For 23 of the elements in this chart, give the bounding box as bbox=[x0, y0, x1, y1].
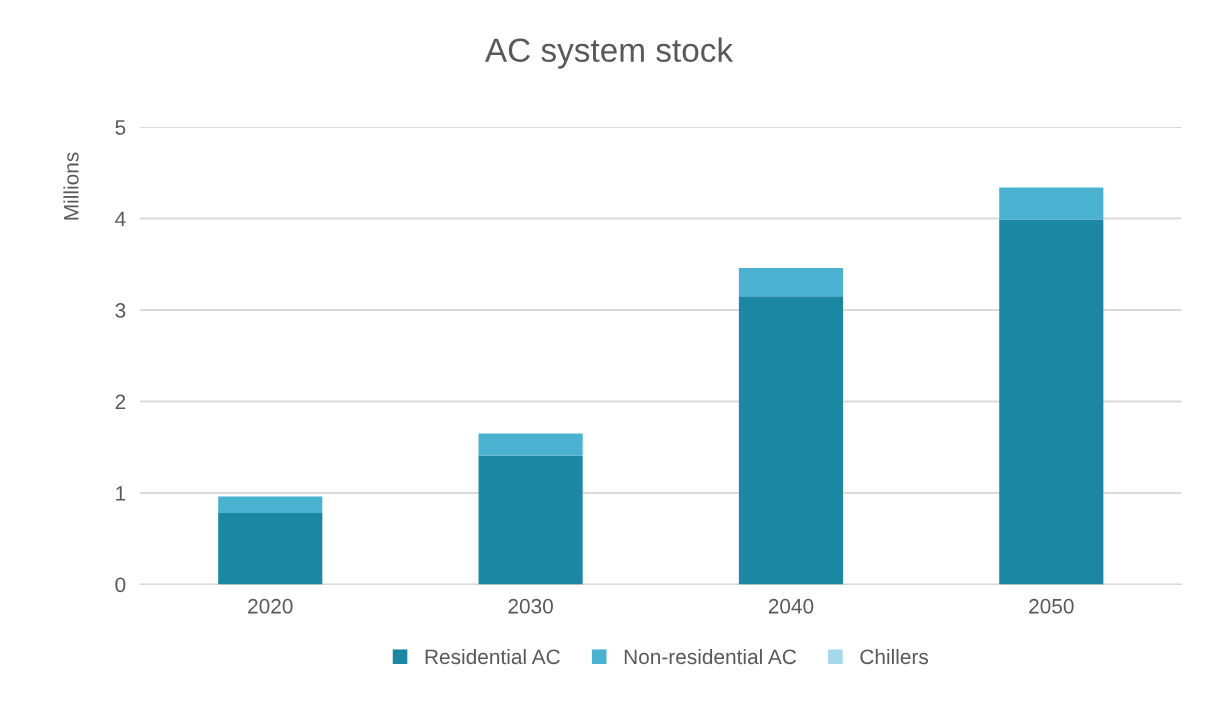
bar bbox=[218, 496, 323, 514]
bar bbox=[478, 455, 583, 585]
legend-label: Residential AC bbox=[425, 648, 560, 665]
legend-label: Non-residential AC bbox=[624, 648, 797, 665]
bar bbox=[218, 513, 323, 585]
y-axis-title: Millions bbox=[63, 152, 79, 220]
x-tick-label: 2050 bbox=[1029, 598, 1074, 614]
chart-title: AC system stock bbox=[484, 37, 734, 69]
y-tick-label: 1 bbox=[116, 486, 126, 501]
x-tick-label: 2020 bbox=[248, 598, 293, 614]
bar bbox=[478, 433, 583, 456]
x-tick-label: 2040 bbox=[768, 598, 814, 614]
bar bbox=[738, 296, 844, 585]
y-tick-label: 0 bbox=[115, 577, 126, 593]
y-tick-label: 2 bbox=[115, 394, 126, 410]
bar bbox=[738, 267, 844, 297]
legend-label: Chillers bbox=[860, 648, 929, 665]
bar bbox=[999, 219, 1104, 585]
x-tick-label: 2030 bbox=[508, 598, 553, 614]
y-tick-label: 4 bbox=[115, 211, 126, 227]
bar bbox=[999, 187, 1104, 220]
y-tick-label: 3 bbox=[115, 303, 126, 318]
y-tick-label: 5 bbox=[115, 120, 126, 135]
